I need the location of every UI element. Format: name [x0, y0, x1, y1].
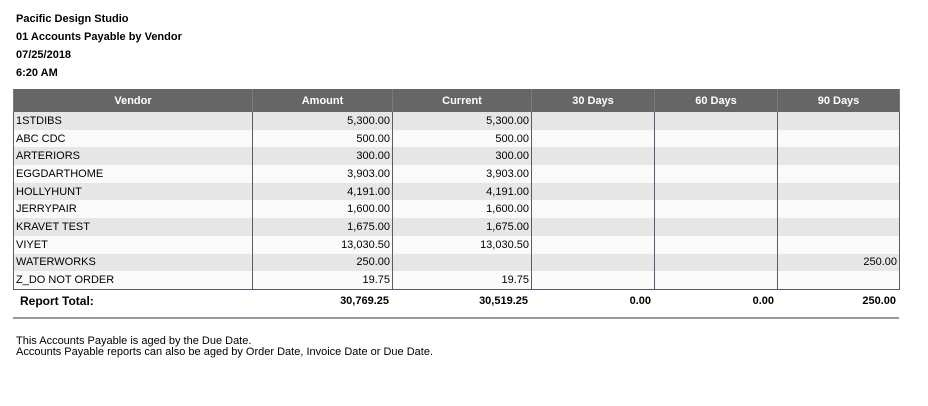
current-cell: 5,300.00	[392, 112, 532, 130]
amount-cell: 3,903.00	[252, 165, 393, 183]
report-total-row: Report Total: 30,769.25 30,519.25 0.00 0…	[13, 290, 899, 312]
60-days-cell	[654, 112, 778, 130]
amount-cell: 4,191.00	[252, 182, 393, 201]
table-row: ABC CDC 500.00 500.00	[13, 129, 900, 148]
table-header-row: Vendor Amount Current 30 Days 60 Days 90…	[13, 89, 900, 112]
vendor-cell: ABC CDC	[13, 129, 253, 148]
30-days-cell	[531, 235, 655, 254]
90-days-cell	[777, 129, 900, 148]
current-cell: 300.00	[392, 147, 532, 166]
60-days-cell	[654, 182, 778, 201]
table-row: JERRYPAIR 1,600.00 1,600.00	[13, 200, 900, 219]
vendor-cell: 1STDIBS	[13, 112, 253, 130]
90-days-cell	[777, 147, 900, 166]
current-cell: 3,903.00	[392, 165, 532, 183]
vendor-cell: Z_DO NOT ORDER	[13, 271, 253, 290]
60-days-cell	[654, 235, 778, 254]
90-days-cell	[777, 200, 900, 219]
report-total-label: Report Total:	[20, 294, 94, 308]
current-cell	[392, 253, 532, 272]
col-header-90-days: 90 Days	[777, 89, 900, 112]
60-days-cell	[654, 200, 778, 219]
30-days-cell	[531, 129, 655, 148]
30-days-cell	[531, 112, 655, 130]
90-days-cell	[777, 235, 900, 254]
report-time: 6:20 AM	[16, 67, 58, 79]
60-days-cell	[654, 129, 778, 148]
table-row: VIYET 13,030.50 13,030.50	[13, 235, 900, 254]
company-name: Pacific Design Studio	[16, 13, 129, 25]
aging-note: This Accounts Payable is aged by the Due…	[16, 335, 252, 347]
table-row: KRAVET TEST 1,675.00 1,675.00	[13, 218, 900, 236]
amount-cell: 5,300.00	[252, 112, 393, 130]
current-cell: 4,191.00	[392, 182, 532, 201]
current-cell: 1,600.00	[392, 200, 532, 219]
vendor-cell: WATERWORKS	[13, 253, 253, 272]
30-days-cell	[531, 253, 655, 272]
current-cell: 500.00	[392, 129, 532, 148]
total-30-days: 0.00	[629, 295, 651, 307]
vendor-cell: JERRYPAIR	[13, 200, 253, 219]
report-date: 07/25/2018	[16, 49, 72, 61]
amount-cell: 250.00	[252, 253, 393, 272]
table-row: Z_DO NOT ORDER 19.75 19.75	[13, 271, 900, 290]
30-days-cell	[531, 200, 655, 219]
amount-cell: 300.00	[252, 147, 393, 166]
60-days-cell	[654, 165, 778, 183]
amount-cell: 500.00	[252, 129, 393, 148]
amount-cell: 1,600.00	[252, 200, 393, 219]
col-header-amount: Amount	[252, 89, 393, 112]
table-row: EGGDARTHOME 3,903.00 3,903.00	[13, 165, 900, 183]
table-row: 1STDIBS 5,300.00 5,300.00	[13, 112, 900, 130]
table-row: ARTERIORS 300.00 300.00	[13, 147, 900, 166]
90-days-cell	[777, 218, 900, 236]
vendor-cell: EGGDARTHOME	[13, 165, 253, 183]
amount-cell: 19.75	[252, 271, 393, 290]
60-days-cell	[654, 271, 778, 290]
amount-cell: 1,675.00	[252, 218, 393, 236]
30-days-cell	[531, 218, 655, 236]
current-cell: 1,675.00	[392, 218, 532, 236]
report-title: 01 Accounts Payable by Vendor	[16, 31, 182, 43]
30-days-cell	[531, 165, 655, 183]
col-header-current: Current	[392, 89, 532, 112]
col-header-vendor: Vendor	[13, 89, 253, 112]
col-header-60-days: 60 Days	[654, 89, 778, 112]
90-days-cell	[777, 271, 900, 290]
amount-cell: 13,030.50	[252, 235, 393, 254]
current-cell: 13,030.50	[392, 235, 532, 254]
vendor-cell: ARTERIORS	[13, 147, 253, 166]
total-divider	[13, 317, 899, 319]
total-amount: 30,769.25	[340, 295, 389, 307]
total-current: 30,519.25	[479, 295, 528, 307]
table-row: WATERWORKS 250.00 250.00	[13, 253, 900, 272]
30-days-cell	[531, 147, 655, 166]
60-days-cell	[654, 147, 778, 166]
30-days-cell	[531, 271, 655, 290]
90-days-cell: 250.00	[777, 253, 900, 272]
30-days-cell	[531, 182, 655, 201]
current-cell: 19.75	[392, 271, 532, 290]
60-days-cell	[654, 253, 778, 272]
col-header-30-days: 30 Days	[531, 89, 655, 112]
aging-options-note: Accounts Payable reports can also be age…	[16, 346, 434, 358]
total-60-days: 0.00	[752, 295, 774, 307]
90-days-cell	[777, 165, 900, 183]
90-days-cell	[777, 182, 900, 201]
ap-vendor-table: Vendor Amount Current 30 Days 60 Days 90…	[13, 89, 900, 290]
90-days-cell	[777, 112, 900, 130]
60-days-cell	[654, 218, 778, 236]
table-row: HOLLYHUNT 4,191.00 4,191.00	[13, 182, 900, 201]
total-90-days: 250.00	[862, 295, 896, 307]
vendor-cell: KRAVET TEST	[13, 218, 253, 236]
vendor-cell: VIYET	[13, 235, 253, 254]
vendor-cell: HOLLYHUNT	[13, 182, 253, 201]
